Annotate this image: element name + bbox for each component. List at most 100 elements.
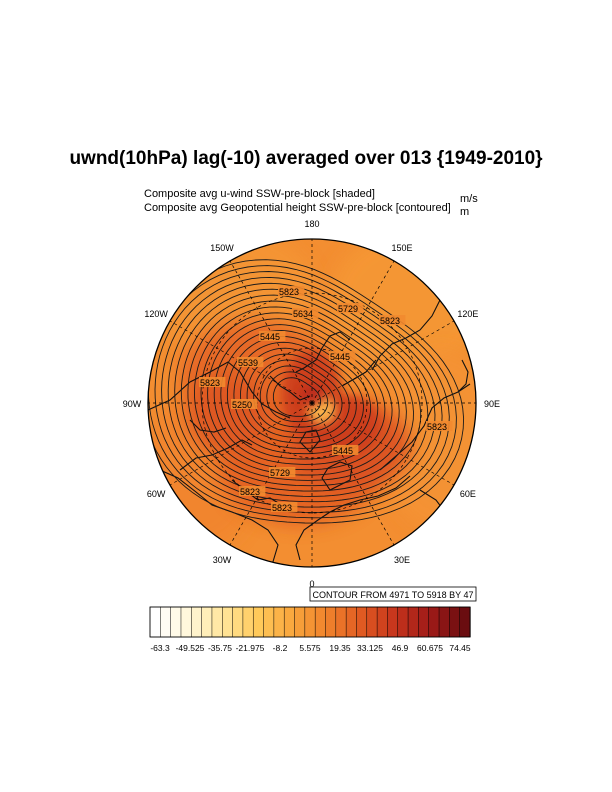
colorbar-cell: [376, 606, 389, 638]
colorbar-frame: [149, 606, 471, 638]
contour-field-label: Composite avg Geopotential height SSW-pr…: [144, 202, 451, 214]
colorbar-cell: [170, 606, 182, 638]
contour-label: 5445: [259, 331, 286, 342]
contour-label: 5823: [271, 502, 298, 513]
height-contour-line: [220, 330, 379, 460]
longitude-label: 120W: [144, 309, 168, 319]
colorbar-tick-label: 5.575: [299, 643, 321, 653]
longitude-label: 60W: [147, 489, 166, 499]
colorbar-tick-label: 33.125: [357, 643, 383, 653]
longitude-label: 60E: [460, 489, 476, 499]
colorbar-cell: [222, 606, 234, 638]
colorbar-cell: [283, 606, 296, 638]
colorbar-cell: [232, 606, 244, 638]
contour-label: 5729: [269, 467, 296, 478]
contour-label-text: 5729: [270, 468, 290, 478]
contour-label-bg: [332, 445, 359, 455]
map-border: [147, 238, 477, 568]
map-disk: 5823 5729 5823 5634 5445 5445 5539 5250 5823 5445…: [148, 239, 476, 567]
colorbar-cell: [304, 606, 316, 638]
coastline-segment: [269, 375, 311, 401]
longitude-label: 90E: [484, 399, 500, 409]
colorbar-tick-label: 60.675: [417, 643, 443, 653]
colorbar-cell: [211, 606, 223, 638]
height-contour-line: [194, 306, 407, 481]
contour-label-bg: [292, 308, 319, 318]
coastline-segment: [371, 299, 441, 371]
height-contour-line: [180, 294, 422, 492]
contour-label-text: 5823: [380, 316, 400, 326]
contour-label-bg: [337, 303, 364, 313]
contour-labels: 5823 5729 5823 5634 5445 5445 5539 5250 5823 5445…: [199, 286, 453, 513]
contour-label-text: 5823: [279, 287, 299, 297]
contour-label-text: 5445: [330, 352, 350, 362]
colorbar-cell: [366, 606, 378, 638]
colorbar-cell: [449, 606, 461, 638]
contour-label: 5823: [379, 315, 406, 326]
height-contour-line: [200, 312, 400, 476]
height-contour-line: [207, 318, 393, 471]
latitude-circle: [256, 347, 368, 459]
shaded-wind-field: [148, 239, 476, 567]
longitude-label: 150W: [210, 243, 234, 253]
contour-info-box: CONTOUR FROM 4971 TO 5918 BY 47: [309, 586, 477, 602]
coastline-segment: [321, 461, 353, 491]
height-contour-line: [253, 359, 343, 433]
contour-label-text: 5539: [238, 358, 258, 368]
colorbar-cell: [428, 606, 440, 638]
contour-label-text: 5250: [232, 400, 252, 410]
colorbar-cell: [180, 606, 192, 638]
colorbar-cell: [294, 606, 306, 638]
contour-label: 5823: [239, 486, 266, 497]
longitude-label: 0: [309, 579, 314, 589]
colorbar-cell: [149, 606, 161, 638]
contour-label-bg: [269, 467, 296, 477]
longitude-label: 150E: [391, 243, 412, 253]
contour-label: 5823: [426, 421, 453, 432]
colorbar-tick-label: 74.45: [449, 643, 471, 653]
height-contour-line: [148, 259, 465, 524]
contour-field-units: m: [460, 206, 470, 218]
longitude-labels: 180 150E 120E 90E 60E 30E 0 30W 60W 90W 120W 150W: [123, 219, 500, 589]
contour-label-bg: [259, 331, 286, 341]
contour-label-bg: [239, 486, 266, 496]
height-contour-line: [174, 288, 429, 497]
colorbar-tick-label: -35.75: [208, 643, 232, 653]
colorbar-cell: [242, 606, 254, 638]
coastline-segment: [179, 439, 253, 471]
contour-label: 5823: [278, 286, 305, 297]
colorbar-cell: [459, 606, 471, 638]
coastline-segment: [457, 359, 469, 393]
contour-info-text: CONTOUR FROM 4971 TO 5918 BY 47: [313, 590, 474, 600]
contour-label-bg: [199, 377, 226, 387]
colorbar-cell: [191, 606, 203, 638]
colorbar-tick-label: -8.2: [273, 643, 288, 653]
shaded-field-units: m/s: [460, 193, 478, 205]
colorbar-tick-label: 46.9: [392, 643, 409, 653]
colorbar-cell: [273, 606, 285, 638]
contour-label: 5445: [332, 445, 359, 456]
colorbar-cell: [418, 606, 430, 638]
height-contour-line: [213, 324, 386, 465]
height-contour-line: [246, 353, 350, 439]
longitude-label: 30E: [394, 555, 410, 565]
latitude-circle: [201, 292, 423, 514]
height-contour-line: [272, 377, 322, 417]
contour-label-text: 5729: [338, 304, 358, 314]
colorbar-tick-label: 19.35: [329, 643, 351, 653]
colorbar-cell: [335, 606, 347, 638]
coastline-segment: [189, 419, 227, 433]
contour-label: 5729: [337, 303, 364, 314]
colorbar-cell: [252, 606, 265, 638]
height-contour-line: [233, 341, 364, 449]
contour-label-bg: [278, 286, 305, 296]
contour-label-bg: [271, 502, 298, 512]
shaded-field-label: Composite avg u-wind SSW-pre-block [shad…: [144, 188, 375, 200]
colorbar-cell: [356, 606, 368, 638]
longitude-label: 120E: [457, 309, 478, 319]
colorbar-cell: [314, 606, 327, 638]
colorbar-cell: [407, 606, 420, 638]
colorbar-cell: [387, 606, 399, 638]
height-contour-line: [226, 335, 372, 455]
